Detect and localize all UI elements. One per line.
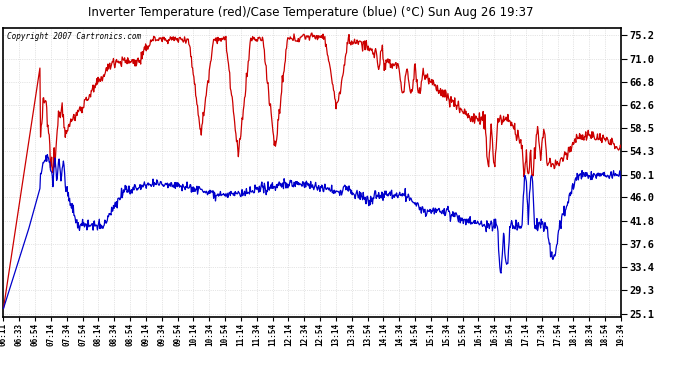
Text: Copyright 2007 Cartronics.com: Copyright 2007 Cartronics.com: [6, 33, 141, 42]
Text: Inverter Temperature (red)/Case Temperature (blue) (°C) Sun Aug 26 19:37: Inverter Temperature (red)/Case Temperat…: [88, 6, 533, 19]
